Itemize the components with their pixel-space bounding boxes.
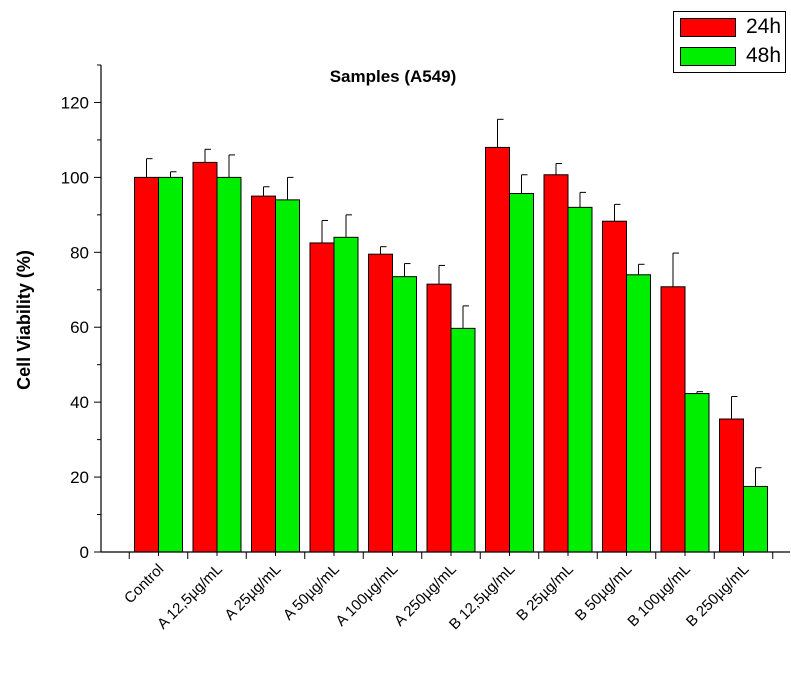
x-tick-label-0: Control [121,561,167,607]
bar-48h-1 [216,176,242,553]
legend-swatch-24h [680,18,736,37]
bar-48h-5 [450,327,476,553]
bar-24h-7 [543,174,569,553]
bar-48h-4 [392,276,417,553]
bar-48h-0 [158,176,183,553]
y-tick-label-40: 40 [70,393,89,412]
y-tick-label-100: 100 [61,168,89,187]
x-tick-label-10: B 250µg/mL [683,561,752,630]
legend-swatch-48h [680,47,736,66]
x-tick-label-8: B 50µg/mL [572,561,636,625]
x-tick-label-2: A 25µg/mL [221,561,284,624]
bar-48h-9 [684,393,710,553]
bar-24h-1 [192,161,218,553]
legend: 24h 48h [673,11,786,73]
bar-48h-2 [275,199,300,553]
bar-24h-9 [660,286,686,553]
bar-48h-6 [509,192,534,553]
bar-24h-4 [368,253,393,553]
y-tick-label-60: 60 [70,318,89,337]
y-tick-label-20: 20 [70,468,89,487]
chart-title: Samples (A549) [330,67,457,86]
bar-24h-0 [134,176,159,553]
bars-layer [134,118,768,553]
y-tick-label-0: 0 [80,543,89,562]
bar-24h-6 [485,146,510,553]
bar-24h-2 [251,195,276,553]
bar-24h-5 [426,283,452,553]
bar-48h-3 [333,236,359,553]
bar-48h-8 [626,274,651,553]
legend-label-48h: 48h [746,44,782,67]
y-axis-label: Cell Viability (%) [14,250,34,390]
x-tick-label-4: A 100µg/mL [332,561,401,630]
bar-48h-7 [567,206,593,553]
bar-48h-10 [743,485,768,553]
bar-24h-8 [602,220,627,553]
y-tick-label-120: 120 [61,93,89,112]
bar-24h-10 [719,418,744,553]
y-tick-label-80: 80 [70,243,89,262]
legend-label-24h: 24h [746,15,782,38]
bar-24h-3 [309,242,335,553]
x-tick-label-7: B 25µg/mL [513,561,577,625]
x-tick-label-3: A 50µg/mL [280,561,343,624]
